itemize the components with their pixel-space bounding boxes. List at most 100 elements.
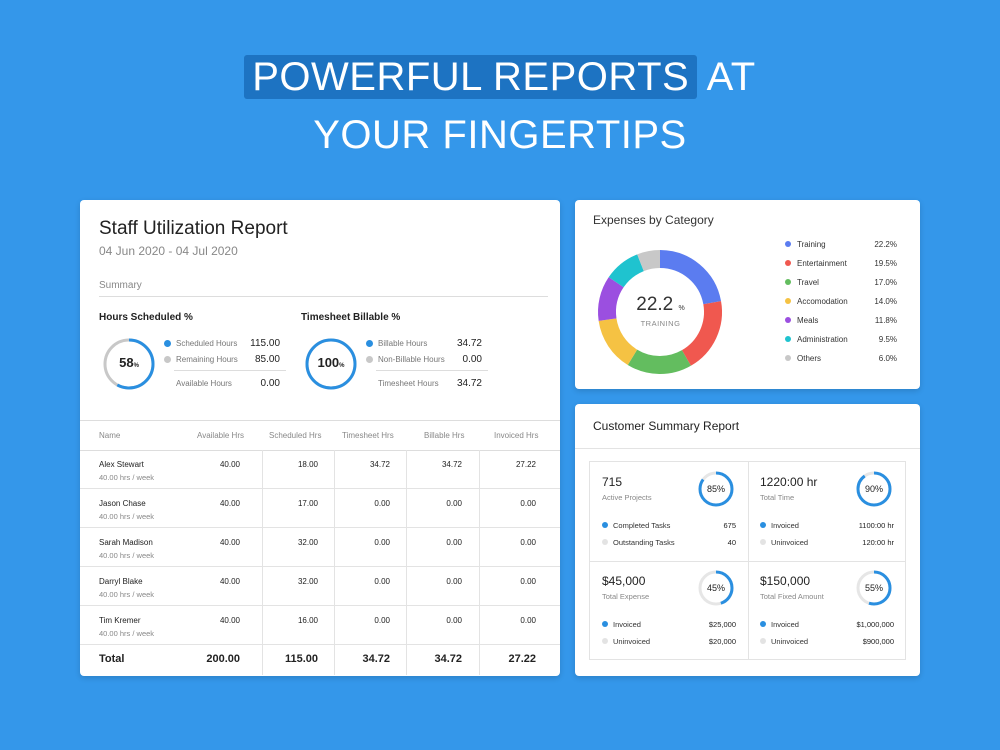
staff-report-title: Staff Utilization Report — [99, 218, 288, 239]
table-row[interactable]: Jason Chase 40.00 hrs / week 40.00 17.00… — [80, 489, 560, 528]
table-row[interactable]: Tim Kremer 40.00 hrs / week 40.00 16.00 … — [80, 606, 560, 645]
donut-slice-entertainment[interactable] — [681, 301, 722, 366]
cell-available: 40.00 — [219, 460, 240, 469]
cell-label: Total Fixed Amount — [760, 592, 824, 601]
cell-value: $45,000 — [602, 574, 646, 588]
table-row[interactable]: Darryl Blake 40.00 hrs / week 40.00 32.0… — [80, 567, 560, 606]
billable-hours-value: 34.72 — [456, 338, 482, 349]
dot-icon — [785, 241, 791, 247]
column-header-timesheet: Timesheet Hrs — [342, 431, 394, 440]
legend-label: Accomodation — [797, 297, 848, 306]
available-hours-value: 0.00 — [260, 378, 280, 389]
timesheet-billable-ring — [305, 338, 357, 390]
legend-percent: 14.0% — [874, 297, 897, 306]
legend-item-accomodation[interactable]: Accomodation — [785, 297, 848, 306]
column-header-name: Name — [99, 431, 121, 440]
expenses-title: Expenses by Category — [593, 213, 714, 227]
legend-scheduled-hours: Scheduled Hours — [164, 339, 237, 348]
summary-label: Summary — [99, 280, 142, 291]
cell-progress-ring — [698, 471, 734, 507]
cell-row: Uninvoiced — [760, 637, 808, 646]
donut-slice-meals[interactable] — [598, 277, 624, 321]
cell-label: Total Expense — [602, 592, 650, 601]
cell-invoiced: 0.00 — [520, 616, 536, 625]
dot-icon — [760, 638, 766, 644]
summary-divider — [99, 296, 548, 297]
donut-slice-administration[interactable] — [608, 254, 645, 288]
donut-center: 22.2 % TRAINING — [623, 294, 698, 328]
dot-icon — [366, 356, 373, 363]
legend-percent: 19.5% — [874, 259, 897, 268]
row-divider — [80, 566, 560, 567]
dot-icon — [602, 539, 608, 545]
cell-percent: 55% — [864, 583, 883, 593]
row-hours-per-week: 40.00 hrs / week — [99, 629, 155, 638]
hours-scheduled-percent: 58% — [119, 355, 139, 370]
dot-icon — [785, 336, 791, 342]
row-hours-per-week: 40.00 hrs / week — [99, 590, 155, 599]
customer-summary-title: Customer Summary Report — [593, 419, 740, 433]
legend-percent: 11.8% — [874, 316, 897, 325]
cell-row-value: 1100:00 hr — [858, 521, 894, 530]
legend-label: Entertainment — [797, 259, 847, 268]
table-row[interactable]: Alex Stewart 40.00 hrs / week 40.00 18.0… — [80, 450, 560, 489]
legend-label: Meals — [797, 316, 819, 325]
remaining-hours-value: 85.00 — [254, 354, 280, 365]
total-available: 200.00 — [206, 653, 240, 665]
cell-billable: 0.00 — [446, 499, 462, 508]
legend-item-travel[interactable]: Travel — [785, 278, 819, 287]
donut-slice-accomodation[interactable] — [598, 317, 638, 365]
legend-item-training[interactable]: Training — [785, 240, 826, 249]
cell-billable: 0.00 — [446, 577, 462, 586]
legend-item-entertainment[interactable]: Entertainment — [785, 259, 847, 268]
donut-slice-training[interactable] — [659, 250, 722, 305]
cell-row: Uninvoiced — [602, 637, 650, 646]
cell-timesheet: 0.00 — [374, 577, 390, 586]
cell-row: Uninvoiced — [760, 538, 808, 547]
donut-slice-travel[interactable] — [627, 349, 691, 374]
cell-scheduled: 32.00 — [297, 538, 318, 547]
cell-row-value: $20,000 — [708, 637, 736, 646]
column-header-billable: Billable Hrs — [424, 431, 465, 440]
cell-available: 40.00 — [219, 577, 240, 586]
cell-available: 40.00 — [219, 538, 240, 547]
customer-summary-grid: 715 Active Projects 85% Completed Tasks 6… — [589, 461, 906, 660]
dot-icon — [164, 356, 171, 363]
column-header-available: Available Hrs — [197, 431, 244, 440]
column-divider — [334, 450, 335, 675]
table-row[interactable]: Sarah Madison 40.00 hrs / week 40.00 32.… — [80, 528, 560, 567]
row-hours-per-week: 40.00 hrs / week — [99, 512, 155, 521]
cell-label: Total Time — [760, 493, 795, 502]
cell-row-value: 40 — [727, 538, 736, 547]
legend-item-administration[interactable]: Administration — [785, 335, 848, 344]
column-divider — [406, 450, 407, 675]
dot-icon — [785, 260, 791, 266]
cell-invoiced: 0.00 — [520, 538, 536, 547]
legend-label: Training — [797, 240, 826, 249]
cell-timesheet: 34.72 — [369, 460, 390, 469]
hours-divider — [174, 370, 286, 371]
total-label: Total — [99, 653, 125, 665]
row-hours-per-week: 40.00 hrs / week — [99, 473, 155, 482]
row-hours-per-week: 40.00 hrs / week — [99, 551, 155, 560]
row-divider — [80, 488, 560, 489]
column-divider — [262, 450, 263, 675]
cell-billable: 0.00 — [446, 616, 462, 625]
summary-cell: $150,000 Total Fixed Amount 55% Invoiced … — [748, 561, 906, 660]
cell-percent: 90% — [864, 484, 883, 494]
donut-slice-others[interactable] — [637, 250, 661, 272]
customer-summary-card: Customer Summary Report 715 Active Proje… — [575, 404, 920, 676]
dot-icon — [760, 621, 766, 627]
cell-timesheet: 0.00 — [374, 616, 390, 625]
cell-percent: 85% — [706, 484, 725, 494]
headline-rest: AT — [706, 55, 756, 99]
cell-row: Outstanding Tasks — [602, 538, 675, 547]
summary-cell: 1220:00 hr Total Time 90% Invoiced 1100:0… — [748, 462, 906, 561]
cell-scheduled: 17.00 — [297, 499, 318, 508]
hours-scheduled-title: Hours Scheduled % — [99, 312, 193, 323]
legend-item-meals[interactable]: Meals — [785, 316, 818, 325]
legend-item-others[interactable]: Others — [785, 354, 821, 363]
column-divider — [479, 450, 480, 675]
legend-label: Travel — [797, 278, 819, 287]
legend-percent: 6.0% — [878, 354, 897, 363]
